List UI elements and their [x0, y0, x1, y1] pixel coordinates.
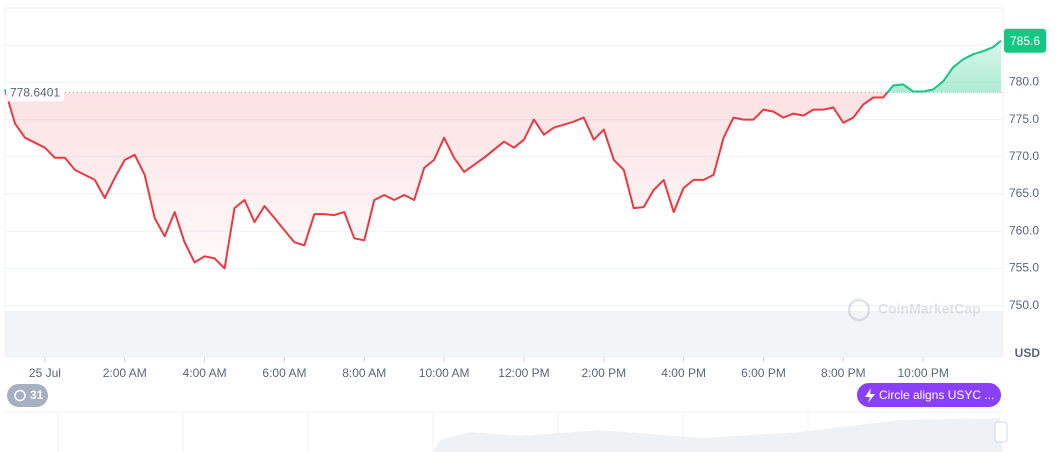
- x-tick-label: 6:00 AM: [262, 366, 306, 380]
- y-tick-label: 755.0: [1009, 261, 1039, 275]
- navigator-handle[interactable]: [994, 421, 1008, 443]
- x-tick-label: 8:00 AM: [342, 366, 386, 380]
- event-count: 31: [30, 388, 44, 402]
- x-tick-label: 2:00 PM: [581, 366, 626, 380]
- x-tick-label: 4:00 PM: [661, 366, 706, 380]
- x-tick-label: 2:00 AM: [103, 366, 147, 380]
- price-tag: 785.6: [1010, 34, 1040, 48]
- baseline-label: 778.6401: [10, 86, 60, 100]
- y-tick-label: 770.0: [1009, 149, 1039, 163]
- navigator-area: [433, 418, 1003, 452]
- price-tag-bg: [1004, 28, 1046, 53]
- baseline-label-bg: [6, 83, 64, 102]
- y-tick-label: 765.0: [1009, 186, 1039, 200]
- watermark-logo: CoinMarketCap: [847, 298, 981, 322]
- y-tick-label: 760.0: [1009, 223, 1039, 237]
- x-tick-label: 10:00 PM: [897, 366, 948, 380]
- x-tick-label: 12:00 PM: [498, 366, 549, 380]
- x-tick-label: 6:00 PM: [741, 366, 786, 380]
- x-tick-label: 4:00 AM: [183, 366, 227, 380]
- y-tick-label: 780.0: [1009, 75, 1039, 89]
- unit-label: USD: [1015, 346, 1041, 360]
- x-tick-label: 10:00 AM: [419, 366, 470, 380]
- y-tick-label: 750.0: [1009, 298, 1039, 312]
- x-tick-label: 25 Jul: [29, 366, 61, 380]
- x-tick-label: 8:00 PM: [821, 366, 866, 380]
- price-line: [4, 39, 1002, 270]
- price-area: [5, 40, 1002, 269]
- events-badge[interactable]: 31: [7, 384, 48, 407]
- volume-band: [5, 311, 1003, 357]
- event-label: Circle aligns USYC ...: [879, 388, 994, 402]
- y-tick-label: 775.0: [1009, 112, 1039, 126]
- navigator-dividers: [57, 412, 809, 452]
- event-pill[interactable]: Circle aligns USYC ...: [857, 383, 1001, 407]
- watermark: CoinMarketCap: [878, 301, 981, 317]
